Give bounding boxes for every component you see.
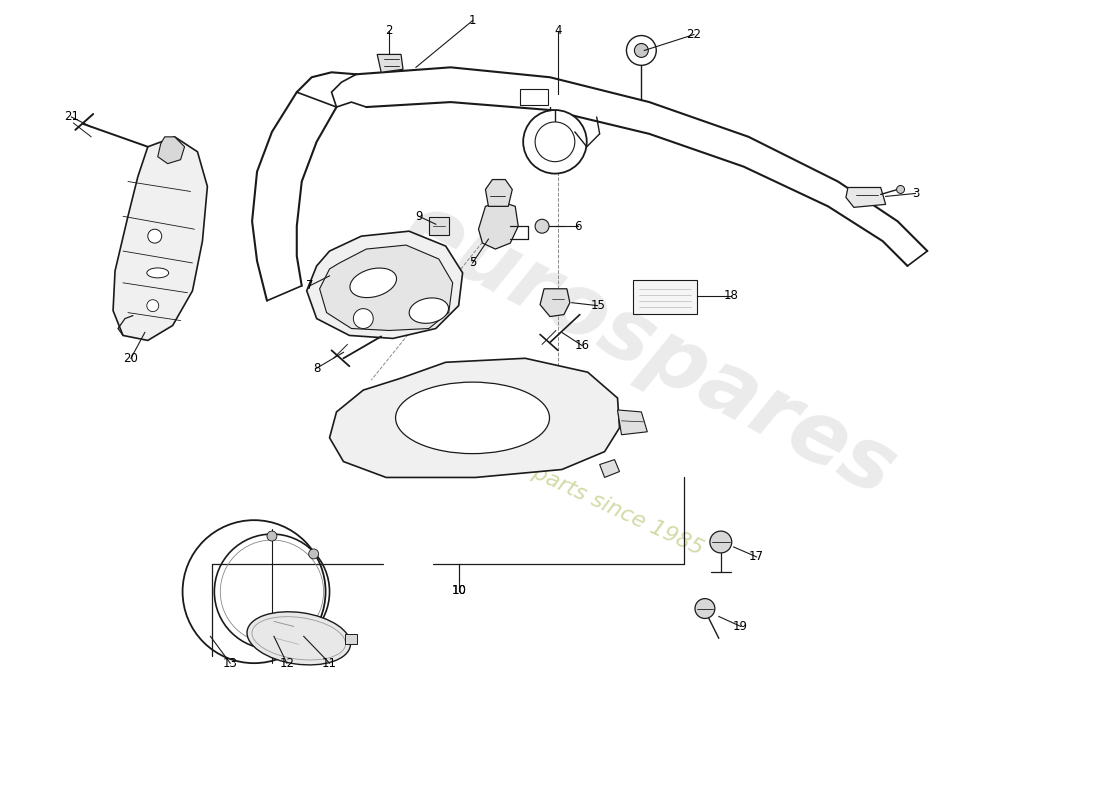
Circle shape — [635, 43, 648, 58]
Text: 16: 16 — [574, 339, 590, 352]
Text: 18: 18 — [724, 290, 738, 302]
Circle shape — [627, 35, 657, 66]
Polygon shape — [307, 231, 463, 338]
Text: 21: 21 — [64, 110, 79, 123]
Text: eurospares: eurospares — [389, 186, 910, 515]
Polygon shape — [600, 459, 619, 478]
Text: 15: 15 — [591, 299, 605, 312]
Ellipse shape — [409, 298, 449, 323]
Circle shape — [535, 122, 575, 162]
Ellipse shape — [396, 382, 550, 454]
Text: 20: 20 — [123, 352, 139, 365]
Polygon shape — [540, 289, 570, 317]
Text: 4: 4 — [554, 24, 562, 37]
Circle shape — [146, 300, 158, 312]
Text: 13: 13 — [223, 657, 238, 670]
Circle shape — [309, 549, 319, 559]
Polygon shape — [478, 202, 518, 249]
Circle shape — [524, 110, 586, 174]
Text: 8: 8 — [312, 362, 320, 374]
Circle shape — [535, 219, 549, 233]
Bar — [429, 218, 449, 235]
Circle shape — [267, 531, 277, 541]
Circle shape — [353, 309, 373, 329]
Polygon shape — [485, 179, 513, 206]
Ellipse shape — [248, 612, 351, 665]
FancyBboxPatch shape — [520, 89, 548, 105]
Circle shape — [710, 531, 732, 553]
FancyBboxPatch shape — [634, 280, 697, 314]
Text: 22: 22 — [686, 28, 702, 41]
Text: 1: 1 — [469, 14, 476, 27]
Bar — [345, 634, 358, 644]
Polygon shape — [320, 245, 453, 330]
Polygon shape — [157, 137, 185, 164]
Circle shape — [147, 229, 162, 243]
Circle shape — [896, 186, 904, 194]
Ellipse shape — [350, 268, 396, 298]
Text: 7: 7 — [306, 279, 313, 292]
Text: 12: 12 — [279, 657, 295, 670]
Polygon shape — [377, 54, 403, 72]
Text: 19: 19 — [734, 620, 748, 633]
Polygon shape — [617, 410, 647, 434]
Text: 10: 10 — [451, 584, 466, 597]
Text: 6: 6 — [574, 220, 582, 233]
Text: 11: 11 — [322, 657, 337, 670]
Text: 3: 3 — [912, 187, 920, 200]
Text: 17: 17 — [749, 550, 764, 563]
Polygon shape — [330, 358, 619, 478]
Ellipse shape — [146, 268, 168, 278]
Polygon shape — [846, 187, 886, 207]
Text: 5: 5 — [469, 257, 476, 270]
Circle shape — [695, 598, 715, 618]
Text: a passion for parts since 1985: a passion for parts since 1985 — [394, 399, 706, 559]
Text: 2: 2 — [385, 24, 393, 37]
Text: 10: 10 — [451, 584, 466, 597]
Text: 9: 9 — [415, 210, 422, 222]
Polygon shape — [113, 137, 208, 341]
